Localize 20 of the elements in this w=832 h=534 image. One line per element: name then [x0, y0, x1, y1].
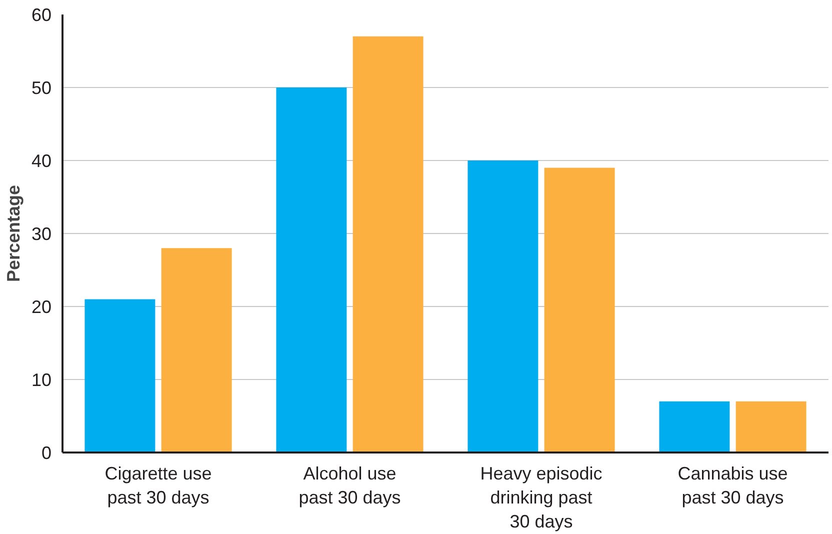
- bar: [659, 401, 730, 452]
- y-tick-label: 20: [31, 297, 52, 317]
- x-tick-label: Cigarette use past 30 days: [104, 464, 212, 508]
- y-tick-label: 40: [31, 151, 52, 171]
- x-tick-label: Alcohol use past 30 days: [298, 464, 401, 508]
- bar: [468, 160, 538, 452]
- y-tick-label: 30: [31, 224, 52, 244]
- bar: [736, 401, 806, 452]
- bar: [352, 36, 424, 452]
- bar: [84, 299, 156, 452]
- x-tick-label: Cannabis use past 30 days: [678, 464, 788, 508]
- y-axis-title: Percentage: [3, 184, 24, 282]
- y-tick-label: 50: [31, 78, 52, 98]
- x-tick-label: Heavy episodic drinking past 30 days: [480, 464, 602, 532]
- bar: [276, 88, 347, 452]
- bar: [161, 248, 232, 452]
- y-tick-label: 0: [41, 443, 52, 463]
- y-tick-label: 10: [31, 370, 52, 390]
- bar: [544, 168, 615, 452]
- y-tick-label: 60: [31, 5, 52, 25]
